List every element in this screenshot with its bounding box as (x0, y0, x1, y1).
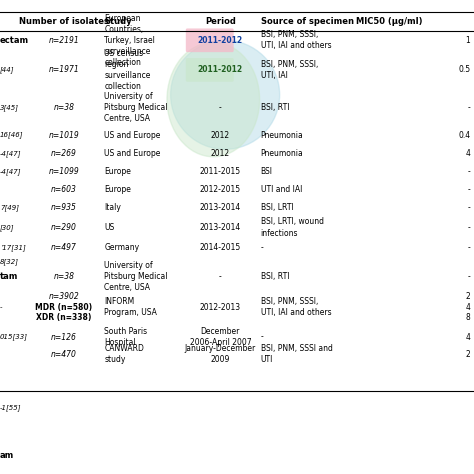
Circle shape (171, 40, 280, 149)
Text: 2: 2 (465, 292, 470, 301)
Text: 2012: 2012 (211, 131, 230, 139)
Text: Pneumonia: Pneumonia (261, 131, 303, 139)
Text: Germany: Germany (104, 243, 139, 252)
Text: January-December
2009: January-December 2009 (185, 344, 256, 364)
Ellipse shape (167, 42, 260, 157)
Text: 4: 4 (465, 333, 470, 341)
Text: December
2006-April 2007: December 2006-April 2007 (190, 327, 251, 347)
Text: US: US (104, 223, 115, 232)
Text: ectam: ectam (0, 36, 29, 45)
Text: US census
region
surveillance
collection: US census region surveillance collection (104, 49, 151, 91)
Text: Italy: Italy (104, 203, 121, 212)
Text: -: - (219, 273, 222, 281)
Text: BSI, RTI: BSI, RTI (261, 273, 289, 281)
Text: 2013-2014: 2013-2014 (200, 223, 241, 232)
Text: South Paris
Hospital: South Paris Hospital (104, 327, 147, 347)
Text: European
Countries,
Turkey, Israel
surveillance
collection: European Countries, Turkey, Israel surve… (104, 14, 155, 67)
Text: 2011-2015: 2011-2015 (200, 167, 241, 176)
Text: n=290: n=290 (51, 223, 77, 232)
Text: BSI, PNM, SSSI,
UTI, IAI and others: BSI, PNM, SSSI, UTI, IAI and others (261, 297, 331, 317)
Text: n=935: n=935 (51, 203, 77, 212)
Text: n=603: n=603 (51, 185, 77, 194)
Text: 3[45]: 3[45] (0, 104, 19, 111)
Text: -: - (261, 333, 264, 341)
Text: 015[33]: 015[33] (0, 334, 28, 340)
Text: University of
Pitsburg Medical
Centre, USA: University of Pitsburg Medical Centre, U… (104, 92, 168, 123)
Text: n=2191: n=2191 (49, 36, 79, 45)
Text: Source of specimen: Source of specimen (261, 17, 354, 26)
Text: -4[47]: -4[47] (0, 168, 21, 175)
Text: 0.4: 0.4 (458, 131, 470, 139)
Text: BSI, PNM, SSSI,
UTI, IAI and others: BSI, PNM, SSSI, UTI, IAI and others (261, 30, 331, 50)
Text: BSI, LRTI, wound
infections: BSI, LRTI, wound infections (261, 218, 324, 237)
Text: 0.5: 0.5 (458, 65, 470, 74)
Text: CANWARD
study: CANWARD study (104, 344, 144, 364)
Text: Europe: Europe (104, 167, 131, 176)
Text: n=126: n=126 (51, 333, 77, 341)
Text: MDR (n=580): MDR (n=580) (36, 303, 92, 311)
Text: 2012-2013: 2012-2013 (200, 303, 241, 311)
Text: [30]: [30] (0, 224, 15, 231)
Text: UTI and IAI: UTI and IAI (261, 185, 302, 194)
Text: -: - (467, 203, 470, 212)
Text: -: - (467, 185, 470, 194)
Text: -: - (467, 273, 470, 281)
Text: 8: 8 (465, 313, 470, 322)
Text: -1[55]: -1[55] (0, 404, 21, 410)
Text: BSI: BSI (261, 167, 273, 176)
Text: n=1099: n=1099 (49, 167, 79, 176)
Text: n=38: n=38 (54, 273, 74, 281)
Text: 4: 4 (465, 149, 470, 158)
Text: US and Europe: US and Europe (104, 131, 161, 139)
Text: -: - (0, 304, 2, 310)
Text: University of
Pitsburg Medical
Centre, USA: University of Pitsburg Medical Centre, U… (104, 261, 168, 292)
Text: MIC50 (µg/ml): MIC50 (µg/ml) (356, 17, 422, 26)
Text: 2: 2 (465, 350, 470, 358)
Text: 7[49]: 7[49] (0, 204, 19, 211)
Text: -: - (219, 103, 222, 112)
Text: US and Europe: US and Europe (104, 149, 161, 158)
Text: n=497: n=497 (51, 243, 77, 252)
Text: -: - (467, 103, 470, 112)
Text: tam: tam (0, 273, 18, 281)
Text: 2014-2015: 2014-2015 (200, 243, 241, 252)
Text: ’17[31]: ’17[31] (0, 244, 26, 251)
Text: n=269: n=269 (51, 149, 77, 158)
Text: n=3902: n=3902 (49, 292, 79, 301)
Text: -: - (261, 243, 264, 252)
Text: -: - (467, 243, 470, 252)
FancyBboxPatch shape (186, 58, 234, 82)
Text: n=1019: n=1019 (49, 131, 79, 139)
Text: am: am (0, 451, 14, 459)
Text: 2011-2012: 2011-2012 (198, 65, 243, 74)
Text: n=1971: n=1971 (49, 65, 79, 74)
Text: INFORM
Program, USA: INFORM Program, USA (104, 297, 157, 317)
Text: 2013-2014: 2013-2014 (200, 203, 241, 212)
Text: XDR (n=338): XDR (n=338) (36, 313, 91, 322)
Text: [44]: [44] (0, 66, 15, 73)
Text: 1: 1 (465, 36, 470, 45)
Text: -4[47]: -4[47] (0, 150, 21, 157)
FancyBboxPatch shape (186, 28, 234, 52)
Text: 8[32]: 8[32] (0, 259, 19, 265)
Text: Europe: Europe (104, 185, 131, 194)
Text: Pneumonia: Pneumonia (261, 149, 303, 158)
Text: 4: 4 (465, 303, 470, 311)
Text: n=470: n=470 (51, 350, 77, 358)
Text: Number of isolates: Number of isolates (19, 17, 109, 26)
Text: BSI, PNM, SSSI,
UTI, IAI: BSI, PNM, SSSI, UTI, IAI (261, 60, 318, 80)
Text: 2011-2012: 2011-2012 (198, 36, 243, 45)
Text: n=38: n=38 (54, 103, 74, 112)
Text: Period: Period (205, 17, 236, 26)
Text: Study: Study (104, 17, 132, 26)
Text: 16[46]: 16[46] (0, 132, 24, 138)
Text: -: - (467, 223, 470, 232)
Text: BSI, LRTI: BSI, LRTI (261, 203, 293, 212)
Text: 2012-2015: 2012-2015 (200, 185, 241, 194)
Text: BSI, PNM, SSSI and
UTI: BSI, PNM, SSSI and UTI (261, 344, 333, 364)
Text: 2012: 2012 (211, 149, 230, 158)
Text: -: - (467, 167, 470, 176)
Text: BSI, RTI: BSI, RTI (261, 103, 289, 112)
